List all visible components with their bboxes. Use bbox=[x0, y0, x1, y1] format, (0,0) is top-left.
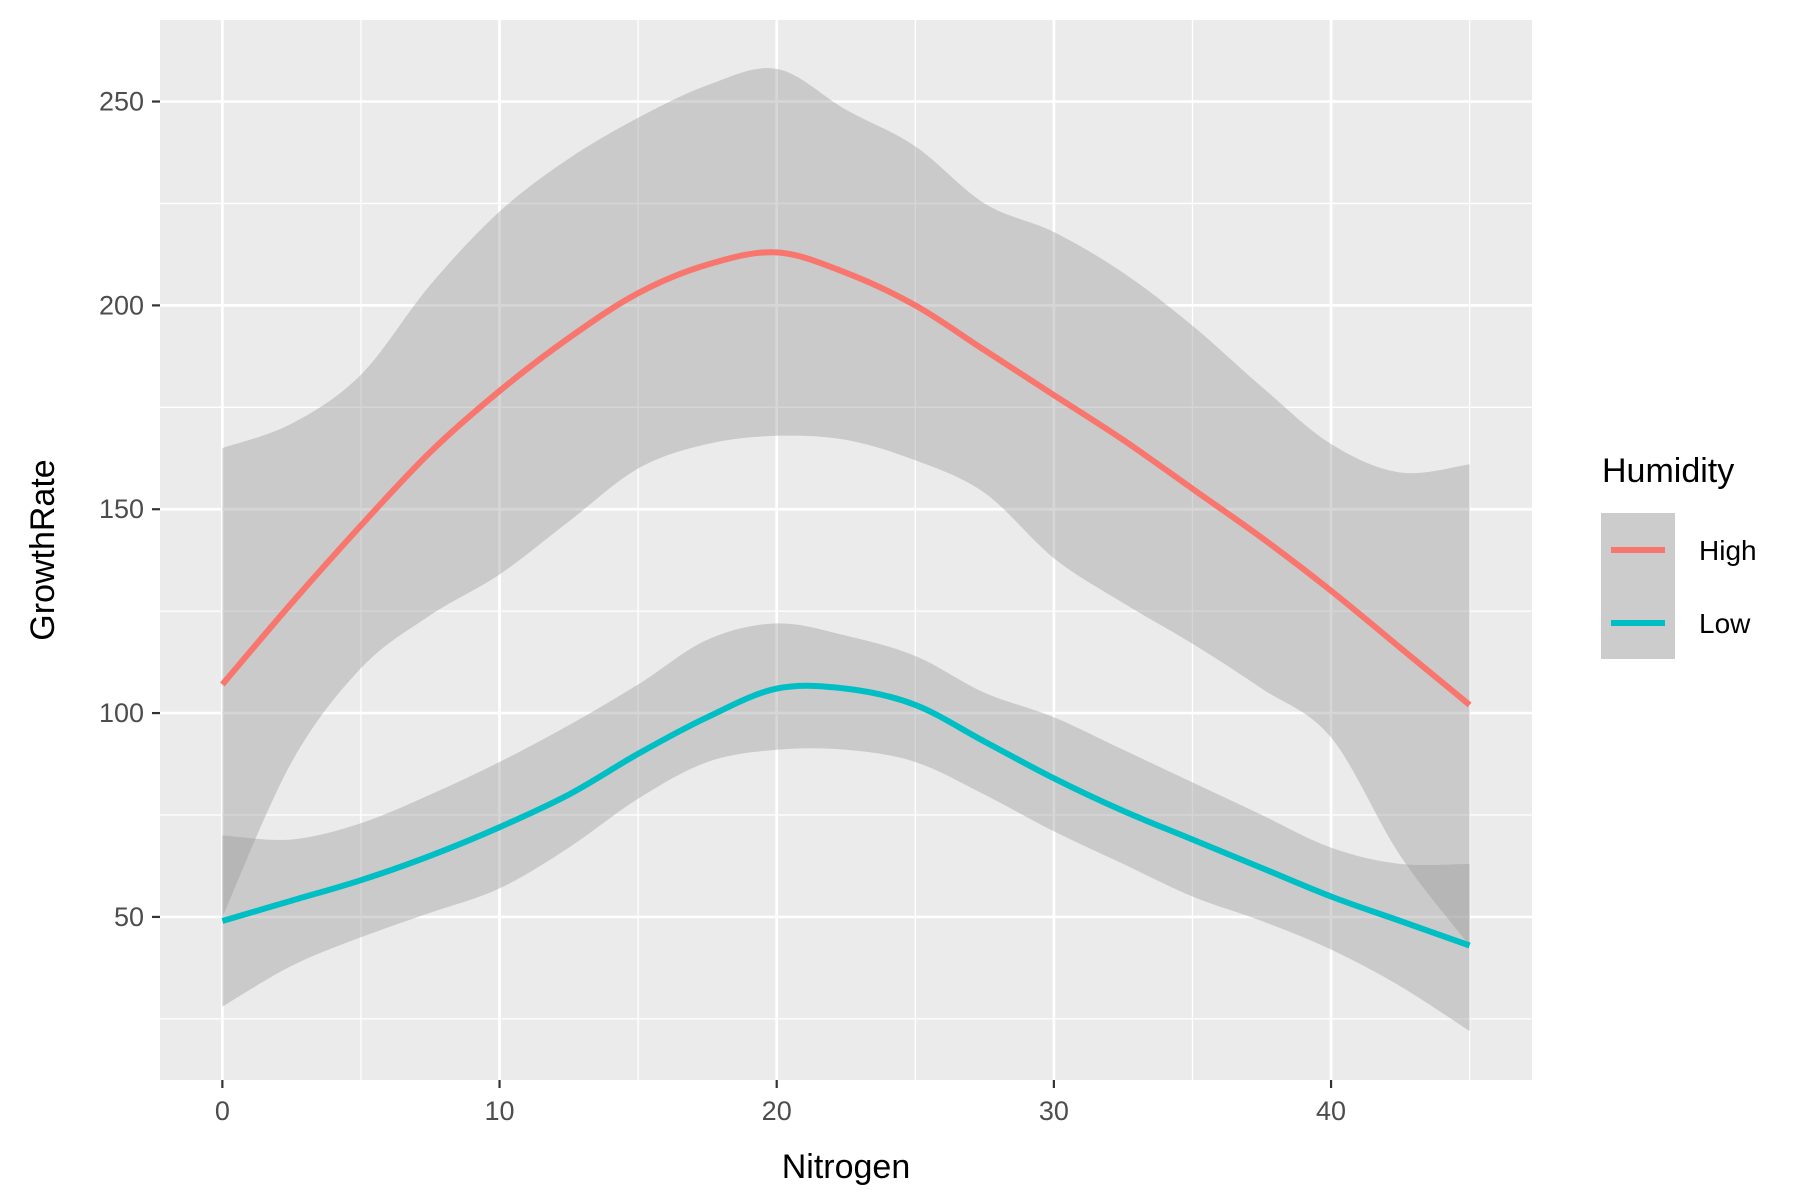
y-tick-label: 250 bbox=[99, 87, 144, 117]
minor-grid bbox=[160, 20, 1532, 1080]
y-tick-label: 100 bbox=[99, 698, 144, 728]
x-tick-label: 10 bbox=[485, 1096, 515, 1126]
series-line-high bbox=[220, 249, 1472, 708]
series-line-low bbox=[221, 682, 1471, 949]
y-axis-title: GrowthRate bbox=[24, 459, 62, 640]
confidence-band-low bbox=[222, 623, 1470, 1032]
x-tick-label: 0 bbox=[215, 1096, 230, 1126]
y-tick-label: 150 bbox=[99, 494, 144, 524]
x-tick-label: 40 bbox=[1316, 1096, 1346, 1126]
confidence-band-high bbox=[222, 68, 1470, 946]
panel-background bbox=[160, 20, 1532, 1080]
y-tick-label: 50 bbox=[114, 902, 144, 932]
legend-key-background bbox=[1601, 513, 1675, 659]
confidence-ribbons bbox=[222, 68, 1470, 1032]
y-tick-label: 200 bbox=[99, 290, 144, 320]
legend-label-low: Low bbox=[1699, 608, 1751, 639]
x-tick-label: 20 bbox=[762, 1096, 792, 1126]
x-axis: 0 10 20 30 40 bbox=[215, 1080, 1346, 1126]
x-tick-label: 30 bbox=[1039, 1096, 1069, 1126]
y-axis: 50 100 150 200 250 bbox=[99, 87, 160, 932]
major-grid bbox=[160, 20, 1532, 1080]
legend-label-high: High bbox=[1699, 535, 1757, 566]
legend-title: Humidity bbox=[1602, 452, 1734, 490]
x-axis-title: Nitrogen bbox=[782, 1148, 911, 1186]
series-lines bbox=[220, 249, 1472, 949]
legend: Humidity High Low bbox=[1601, 452, 1757, 659]
